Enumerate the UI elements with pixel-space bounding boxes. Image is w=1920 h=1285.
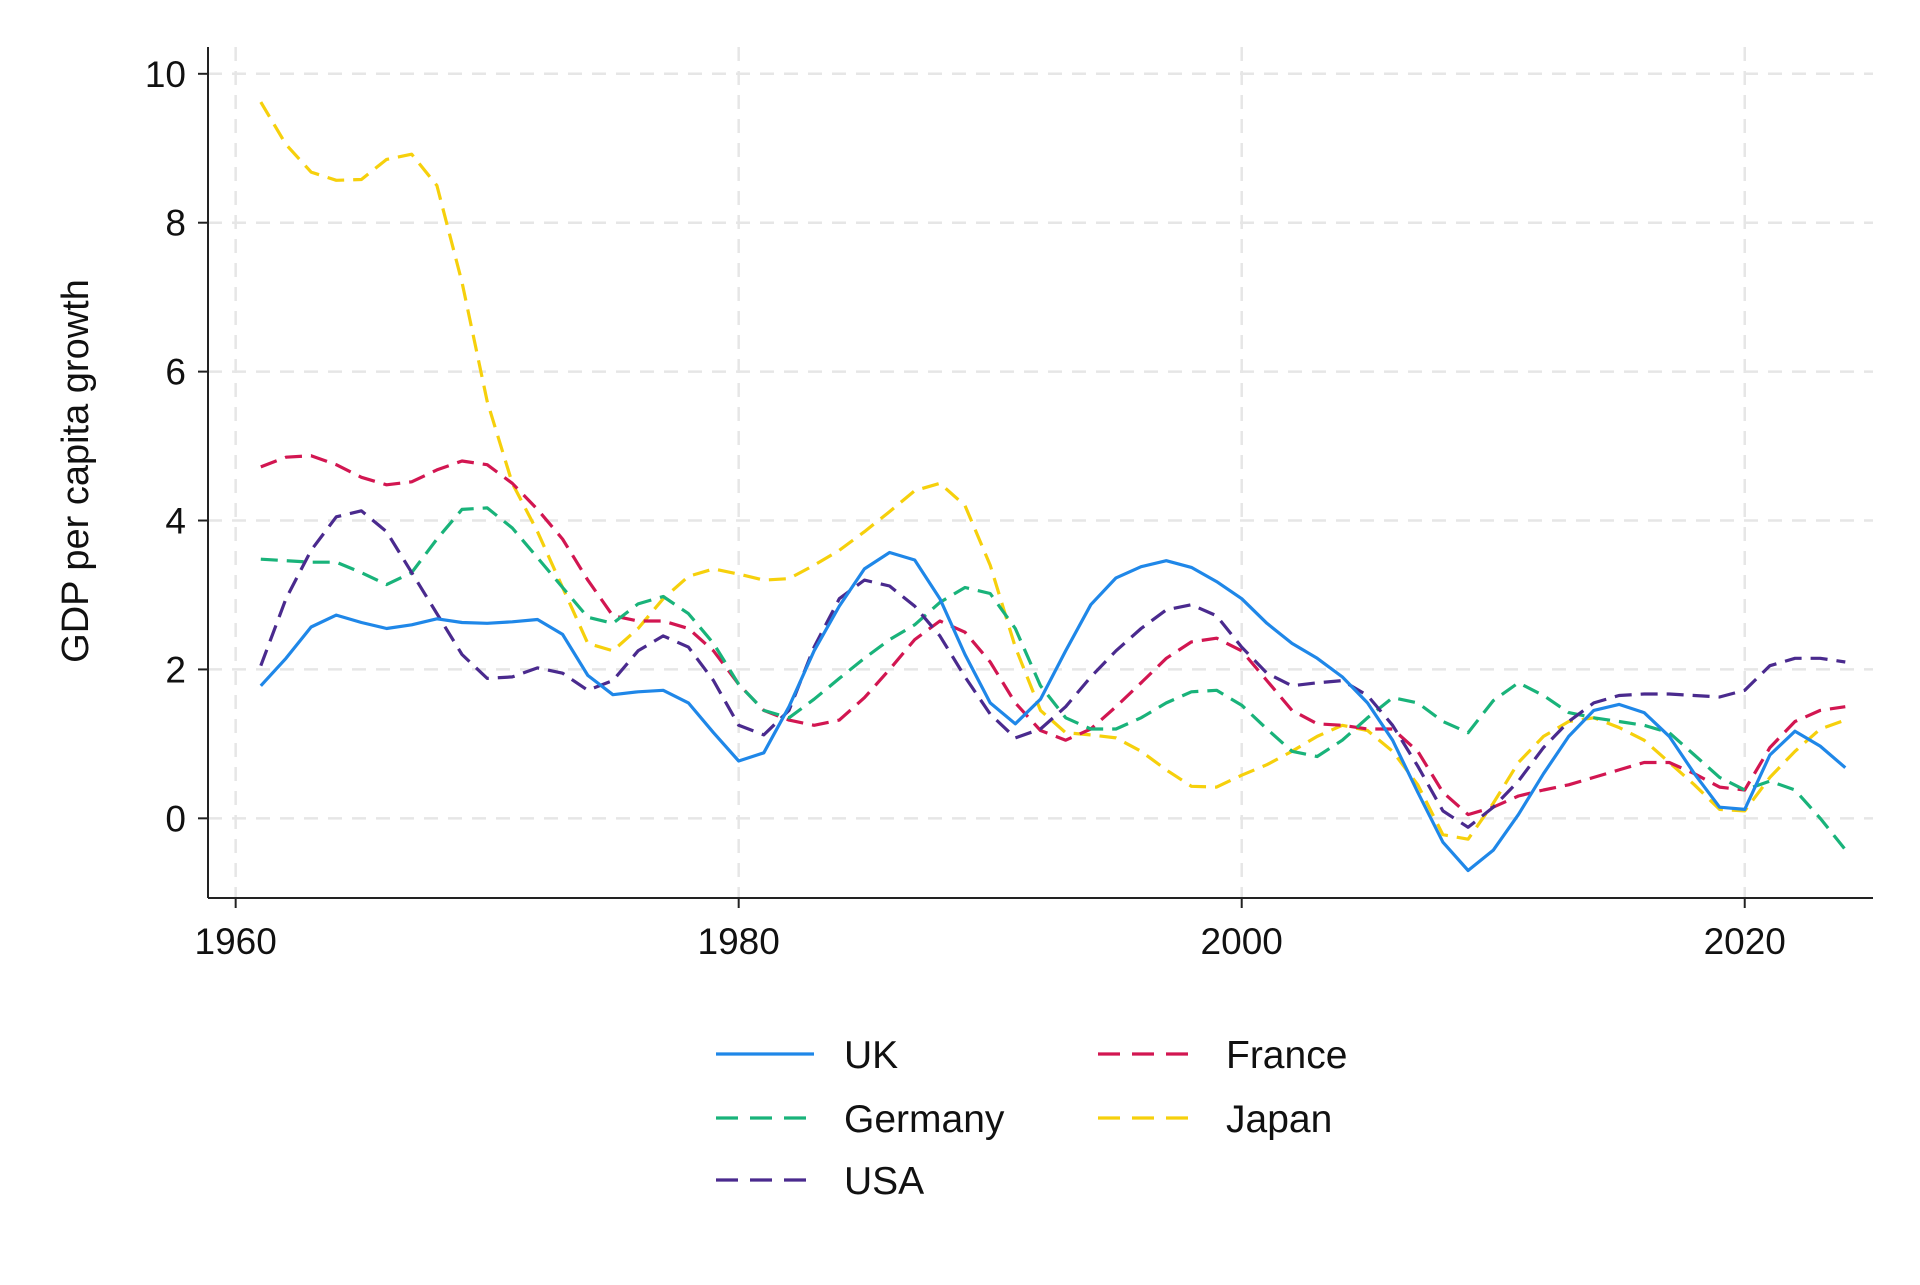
legend-item-uk: UK xyxy=(716,1034,898,1077)
legend-item-usa: USA xyxy=(716,1160,924,1203)
legend: UK Germany USA France Japan xyxy=(716,1034,1347,1203)
series-line-japan xyxy=(259,101,1846,841)
y-tick-label: 8 xyxy=(165,203,186,244)
axes: 0 2 4 6 8 10 1960 1980 2000 2020 xyxy=(145,47,1873,962)
series-lines xyxy=(259,101,1847,873)
x-tick-label: 2020 xyxy=(1704,921,1786,962)
x-tick-label: 1980 xyxy=(698,921,780,962)
legend-label: France xyxy=(1226,1034,1347,1077)
series-line-usa xyxy=(259,509,1846,829)
series-line-germany xyxy=(260,506,1847,851)
legend-label: Japan xyxy=(1226,1098,1332,1141)
y-tick-label: 0 xyxy=(165,798,186,839)
x-tick-label: 1960 xyxy=(195,921,277,962)
legend-label: USA xyxy=(844,1160,924,1203)
legend-item-germany: Germany xyxy=(716,1098,1005,1141)
y-tick-label: 2 xyxy=(165,649,186,690)
series-line-france xyxy=(260,454,1846,817)
y-tick-label: 6 xyxy=(165,352,186,393)
legend-label: Germany xyxy=(844,1098,1005,1141)
y-tick-label: 4 xyxy=(165,501,186,542)
y-axis-label: GDP per capita growth xyxy=(55,279,97,663)
y-tick-label: 10 xyxy=(145,54,186,95)
grid-lines xyxy=(208,47,1873,898)
legend-item-japan: Japan xyxy=(1098,1098,1332,1141)
x-tick-label: 2000 xyxy=(1201,921,1283,962)
legend-label: UK xyxy=(844,1034,898,1077)
legend-item-france: France xyxy=(1098,1034,1347,1077)
series-line-uk xyxy=(259,550,1847,873)
